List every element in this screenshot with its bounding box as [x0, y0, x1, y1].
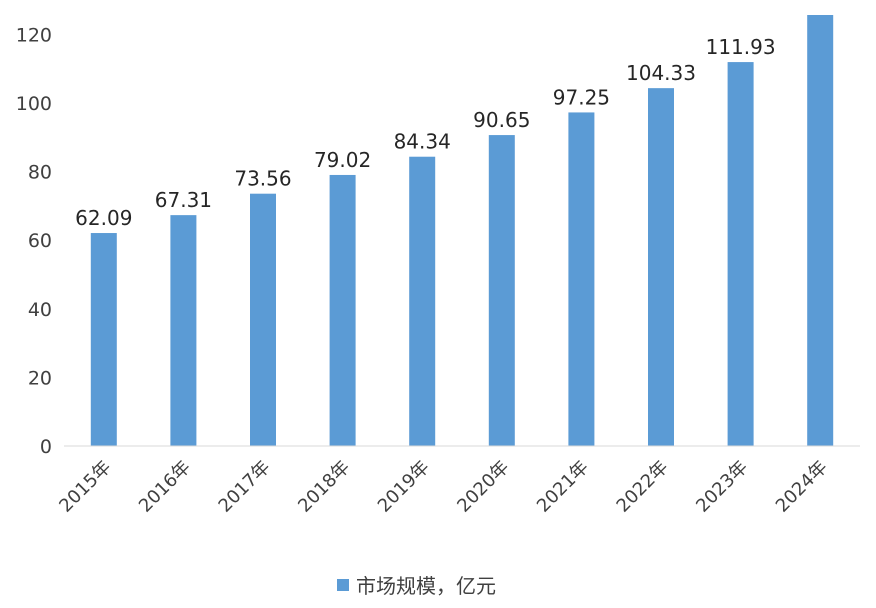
bar [807, 15, 834, 446]
data-label: 73.56 [234, 167, 291, 191]
data-label: 104.33 [626, 61, 696, 85]
bar [488, 135, 515, 446]
bar-series [90, 15, 834, 447]
data-label: 97.25 [553, 85, 610, 109]
x-tick-label: 2024年 [772, 457, 832, 517]
data-label: 67.31 [155, 188, 212, 212]
bar [727, 62, 754, 446]
bar [250, 193, 276, 446]
x-tick-label: 2021年 [533, 457, 593, 517]
y-tick-label: 20 [28, 367, 52, 389]
x-tick-label: 2017年 [215, 457, 275, 517]
bar [170, 215, 197, 446]
x-tick-label: 2016年 [135, 457, 195, 517]
data-label: 90.65 [473, 108, 530, 132]
bar [648, 88, 674, 446]
y-axis: 0 20 40 60 80 100 120 [16, 24, 52, 458]
x-axis: 2015年 2016年 2017年 2018年 2019年 2020年 2021年 2022年… [55, 457, 831, 517]
bar [568, 112, 595, 447]
bar [90, 233, 117, 446]
y-tick-label: 120 [16, 24, 52, 46]
data-labels: 62.09 67.31 73.56 79.02 84.34 90.65 97.25 104.3… [75, 35, 775, 230]
bar [409, 156, 436, 446]
legend: 市场规模，亿元 [337, 574, 496, 598]
legend-swatch [337, 579, 349, 591]
y-tick-label: 80 [28, 162, 52, 184]
legend-label: 市场规模，亿元 [356, 574, 496, 598]
data-label: 62.09 [75, 206, 132, 230]
x-tick-label: 2022年 [613, 457, 673, 517]
y-tick-label: 100 [16, 93, 52, 115]
x-tick-label: 2018年 [294, 457, 354, 517]
data-label: 84.34 [394, 130, 451, 154]
y-tick-label: 0 [40, 436, 52, 458]
y-tick-label: 40 [28, 299, 52, 321]
y-tick-label: 60 [28, 230, 52, 252]
bar [329, 174, 356, 446]
data-label: 111.93 [706, 35, 776, 59]
x-tick-label: 2019年 [374, 457, 434, 517]
x-tick-label: 2020年 [453, 457, 513, 517]
data-label: 79.02 [314, 148, 371, 172]
x-tick-label: 2023年 [692, 457, 752, 517]
x-tick-label: 2015年 [55, 457, 115, 517]
